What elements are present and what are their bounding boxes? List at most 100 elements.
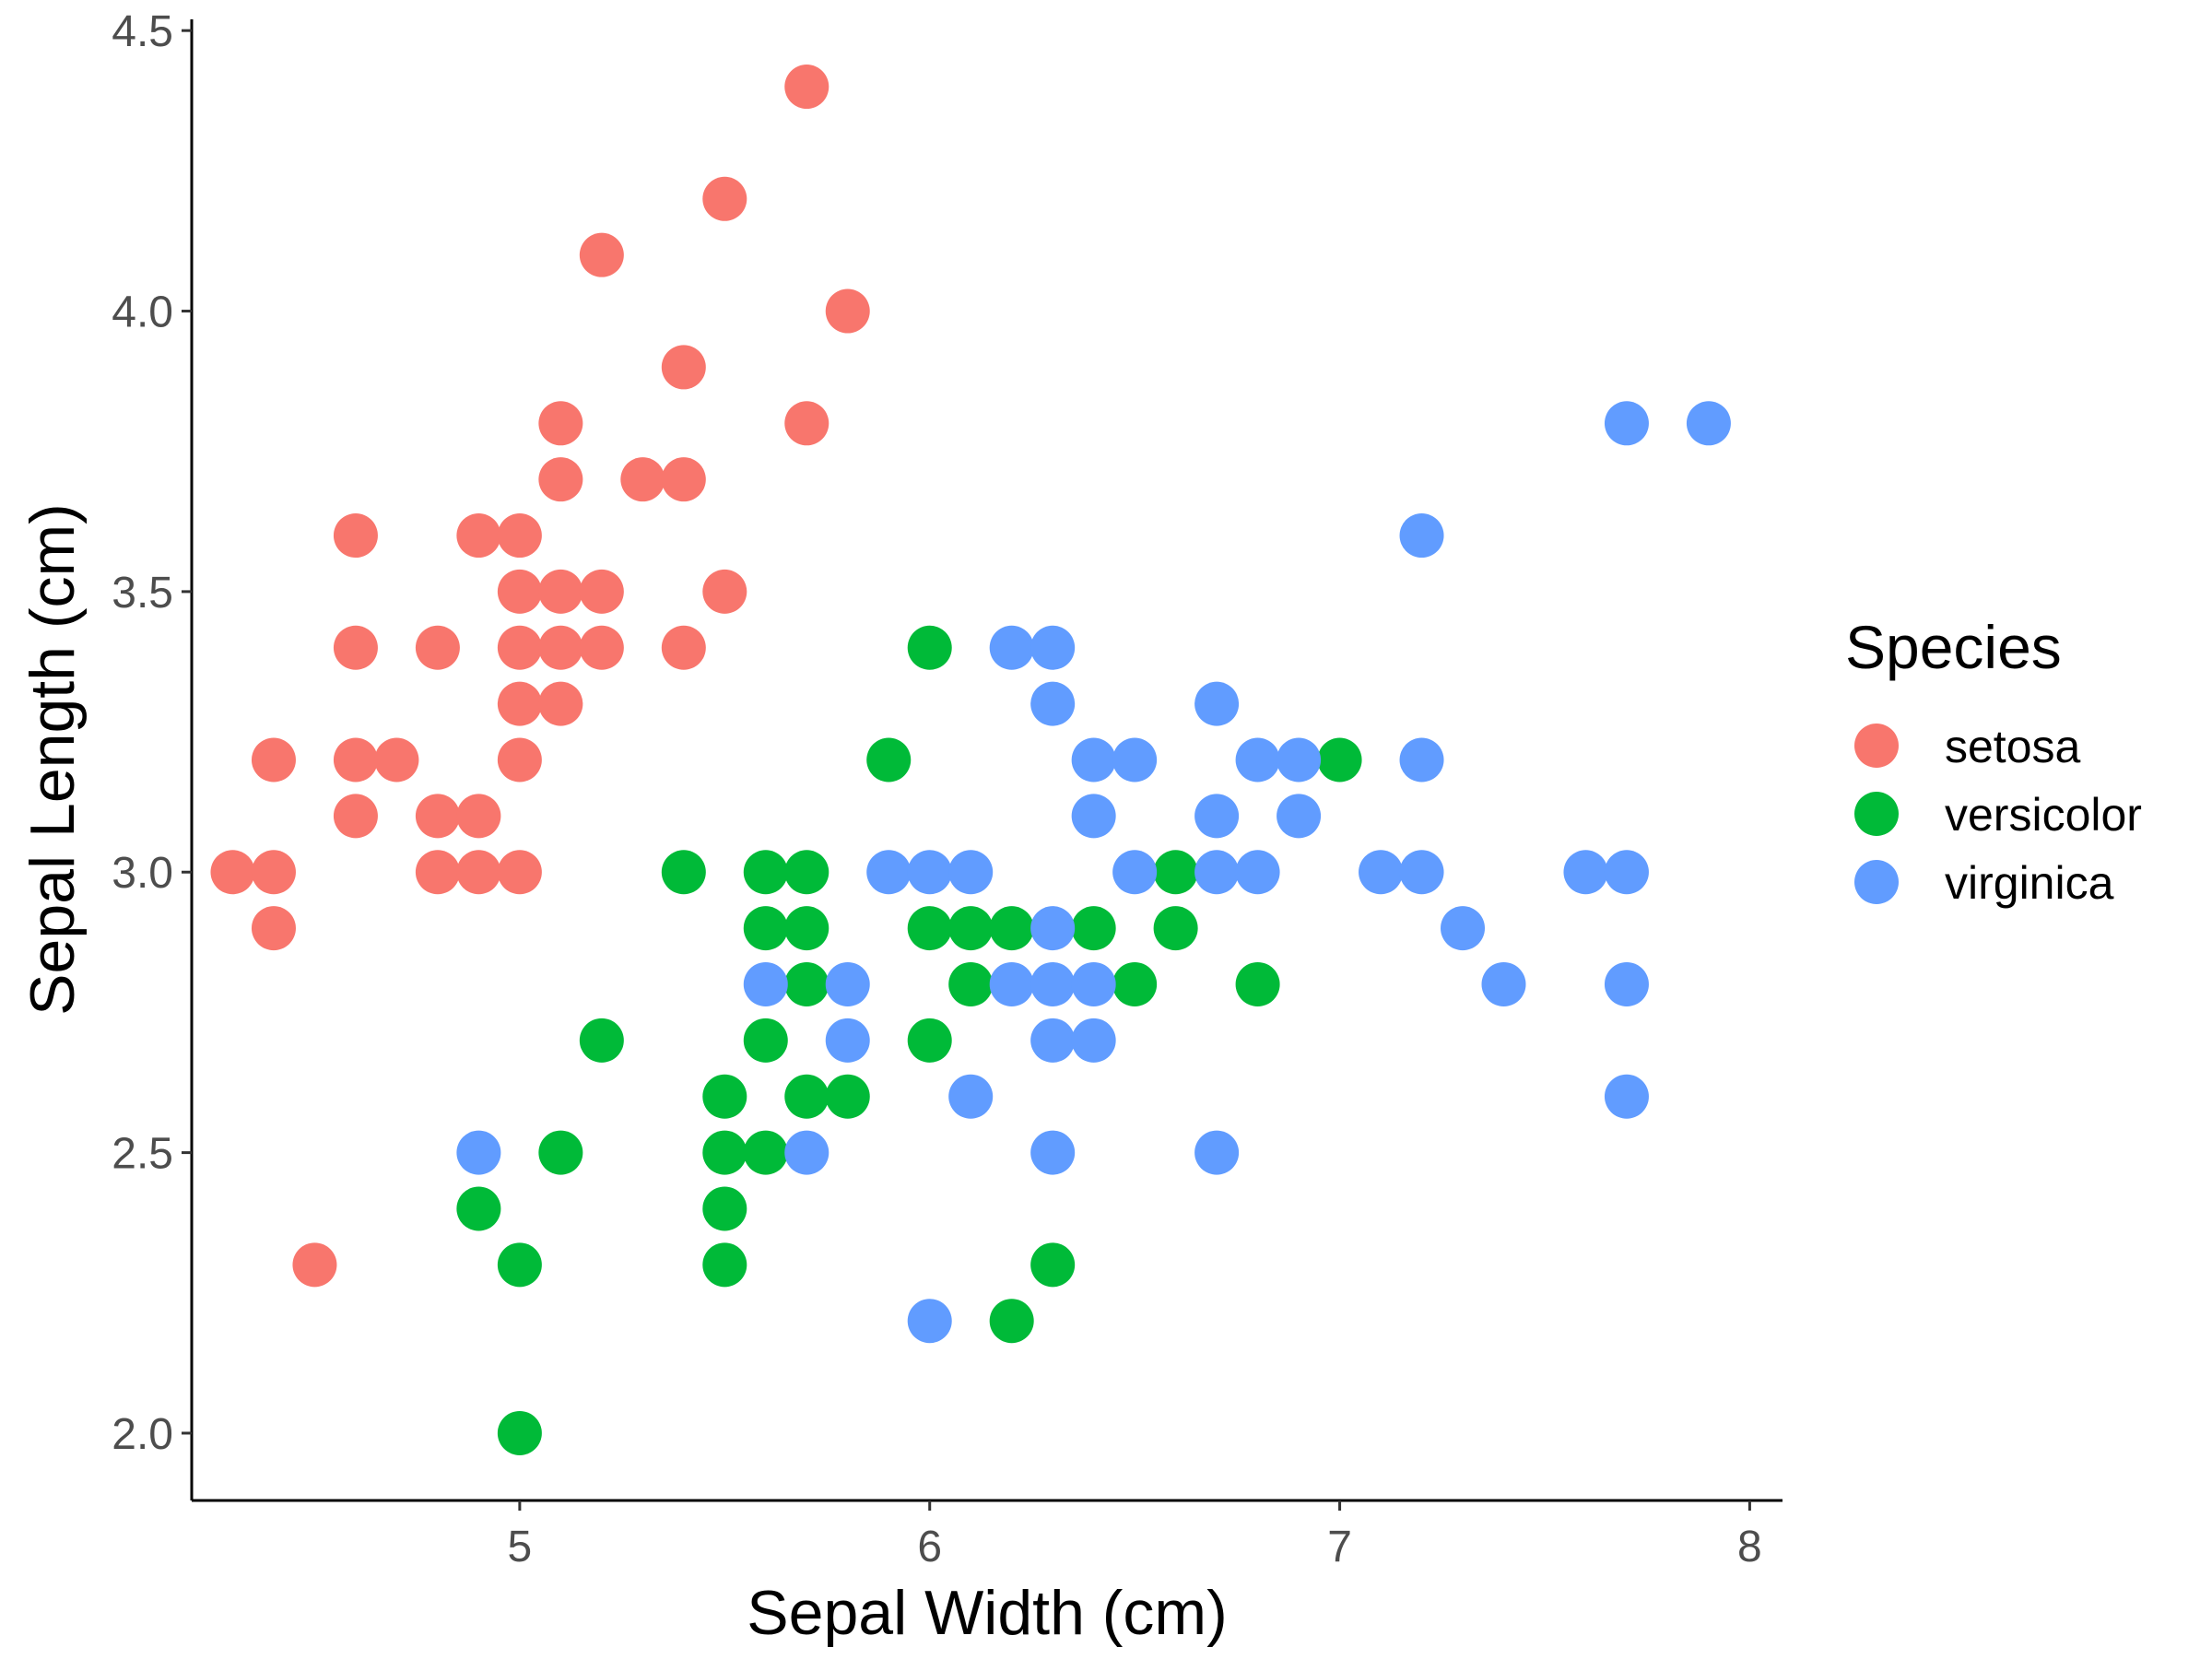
point-virginica-33 bbox=[1604, 961, 1649, 1006]
point-versicolor-11 bbox=[989, 906, 1034, 951]
point-versicolor-2 bbox=[1317, 737, 1362, 782]
point-versicolor-25 bbox=[702, 1130, 747, 1175]
y-tick-label: 2.0 bbox=[112, 1410, 173, 1459]
point-setosa-6 bbox=[784, 401, 830, 446]
point-setosa-18 bbox=[415, 625, 460, 670]
legend-label-virginica: virginica bbox=[1945, 857, 2114, 909]
point-virginica-5 bbox=[1030, 681, 1076, 726]
point-virginica-36 bbox=[1071, 1018, 1116, 1063]
point-setosa-15 bbox=[579, 569, 624, 614]
point-virginica-29 bbox=[989, 961, 1034, 1006]
point-versicolor-5 bbox=[784, 850, 830, 895]
point-setosa-8 bbox=[620, 457, 665, 502]
point-virginica-40 bbox=[784, 1130, 830, 1175]
y-tick-label: 3.5 bbox=[112, 569, 173, 618]
y-axis-ticks: 2.0 2.5 3.0 3.5 4.0 4.5 bbox=[112, 7, 192, 1459]
point-versicolor-18 bbox=[579, 1018, 624, 1063]
legend-items: setosa versicolor virginica bbox=[1854, 721, 2142, 909]
point-setosa-31 bbox=[456, 794, 501, 839]
y-tick-label: 4.5 bbox=[112, 7, 173, 56]
point-virginica-15 bbox=[866, 850, 912, 895]
point-versicolor-3 bbox=[661, 850, 706, 895]
point-virginica-28 bbox=[825, 961, 870, 1006]
x-tick-label: 7 bbox=[1327, 1523, 1352, 1571]
point-versicolor-13 bbox=[1153, 906, 1198, 951]
point-virginica-32 bbox=[1481, 961, 1526, 1006]
legend-key-virginica bbox=[1854, 860, 1899, 904]
point-virginica-11 bbox=[1399, 737, 1444, 782]
point-versicolor-27 bbox=[456, 1186, 501, 1231]
point-versicolor-32 bbox=[989, 1299, 1034, 1344]
y-tick-label: 3.0 bbox=[112, 849, 173, 898]
point-versicolor-14 bbox=[784, 961, 830, 1006]
x-axis-ticks: 5 6 7 8 bbox=[508, 1500, 1762, 1571]
point-setosa-17 bbox=[333, 625, 378, 670]
point-setosa-32 bbox=[210, 850, 255, 895]
point-setosa-33 bbox=[251, 850, 296, 895]
point-versicolor-8 bbox=[784, 906, 830, 951]
point-setosa-5 bbox=[538, 401, 583, 446]
point-virginica-16 bbox=[907, 850, 952, 895]
point-setosa-30 bbox=[415, 794, 460, 839]
point-virginica-42 bbox=[1194, 1130, 1240, 1175]
point-setosa-38 bbox=[292, 1242, 337, 1288]
point-virginica-6 bbox=[1194, 681, 1240, 726]
point-setosa-1 bbox=[702, 176, 747, 221]
point-virginica-41 bbox=[1030, 1130, 1076, 1175]
legend-key-versicolor bbox=[1854, 792, 1899, 836]
point-versicolor-16 bbox=[1112, 961, 1158, 1006]
points-layer bbox=[210, 65, 1731, 1455]
point-setosa-4 bbox=[661, 345, 706, 390]
point-virginica-39 bbox=[456, 1130, 501, 1175]
legend-label-setosa: setosa bbox=[1945, 721, 2081, 772]
x-tick-label: 8 bbox=[1737, 1523, 1762, 1571]
point-setosa-20 bbox=[538, 625, 583, 670]
point-setosa-10 bbox=[333, 513, 378, 559]
point-setosa-14 bbox=[538, 569, 583, 614]
point-virginica-19 bbox=[1194, 850, 1240, 895]
point-virginica-14 bbox=[1277, 794, 1322, 839]
point-setosa-26 bbox=[333, 737, 378, 782]
y-axis-title: Sepal Length (cm) bbox=[18, 503, 88, 1016]
point-setosa-34 bbox=[415, 850, 460, 895]
point-virginica-31 bbox=[1071, 961, 1116, 1006]
point-setosa-16 bbox=[702, 569, 747, 614]
point-versicolor-29 bbox=[497, 1242, 542, 1288]
point-setosa-29 bbox=[333, 794, 378, 839]
point-virginica-30 bbox=[1030, 961, 1076, 1006]
point-versicolor-26 bbox=[743, 1130, 788, 1175]
point-versicolor-31 bbox=[1030, 1242, 1076, 1288]
point-versicolor-21 bbox=[702, 1074, 747, 1119]
point-versicolor-20 bbox=[907, 1018, 952, 1063]
legend-label-versicolor: versicolor bbox=[1945, 789, 2142, 841]
point-setosa-7 bbox=[538, 457, 583, 502]
point-virginica-7 bbox=[1071, 737, 1116, 782]
point-virginica-34 bbox=[825, 1018, 870, 1063]
point-setosa-22 bbox=[661, 625, 706, 670]
point-virginica-13 bbox=[1194, 794, 1240, 839]
point-setosa-9 bbox=[661, 457, 706, 502]
point-virginica-43 bbox=[907, 1299, 952, 1344]
y-tick-label: 4.0 bbox=[112, 288, 173, 337]
point-virginica-3 bbox=[989, 625, 1034, 670]
x-axis-title: Sepal Width (cm) bbox=[747, 1578, 1227, 1648]
point-setosa-35 bbox=[456, 850, 501, 895]
point-setosa-19 bbox=[497, 625, 542, 670]
point-setosa-37 bbox=[251, 906, 296, 951]
point-versicolor-4 bbox=[743, 850, 788, 895]
point-setosa-27 bbox=[374, 737, 419, 782]
point-virginica-12 bbox=[1071, 794, 1116, 839]
point-setosa-21 bbox=[579, 625, 624, 670]
point-virginica-8 bbox=[1112, 737, 1158, 782]
point-setosa-2 bbox=[579, 232, 624, 277]
y-tick-label: 2.5 bbox=[112, 1130, 173, 1179]
point-virginica-22 bbox=[1399, 850, 1444, 895]
point-virginica-25 bbox=[1030, 906, 1076, 951]
point-versicolor-0 bbox=[907, 625, 952, 670]
point-setosa-36 bbox=[497, 850, 542, 895]
point-virginica-2 bbox=[1399, 513, 1444, 559]
legend-key-setosa bbox=[1854, 724, 1899, 768]
point-versicolor-15 bbox=[948, 961, 994, 1006]
point-versicolor-6 bbox=[1153, 850, 1198, 895]
